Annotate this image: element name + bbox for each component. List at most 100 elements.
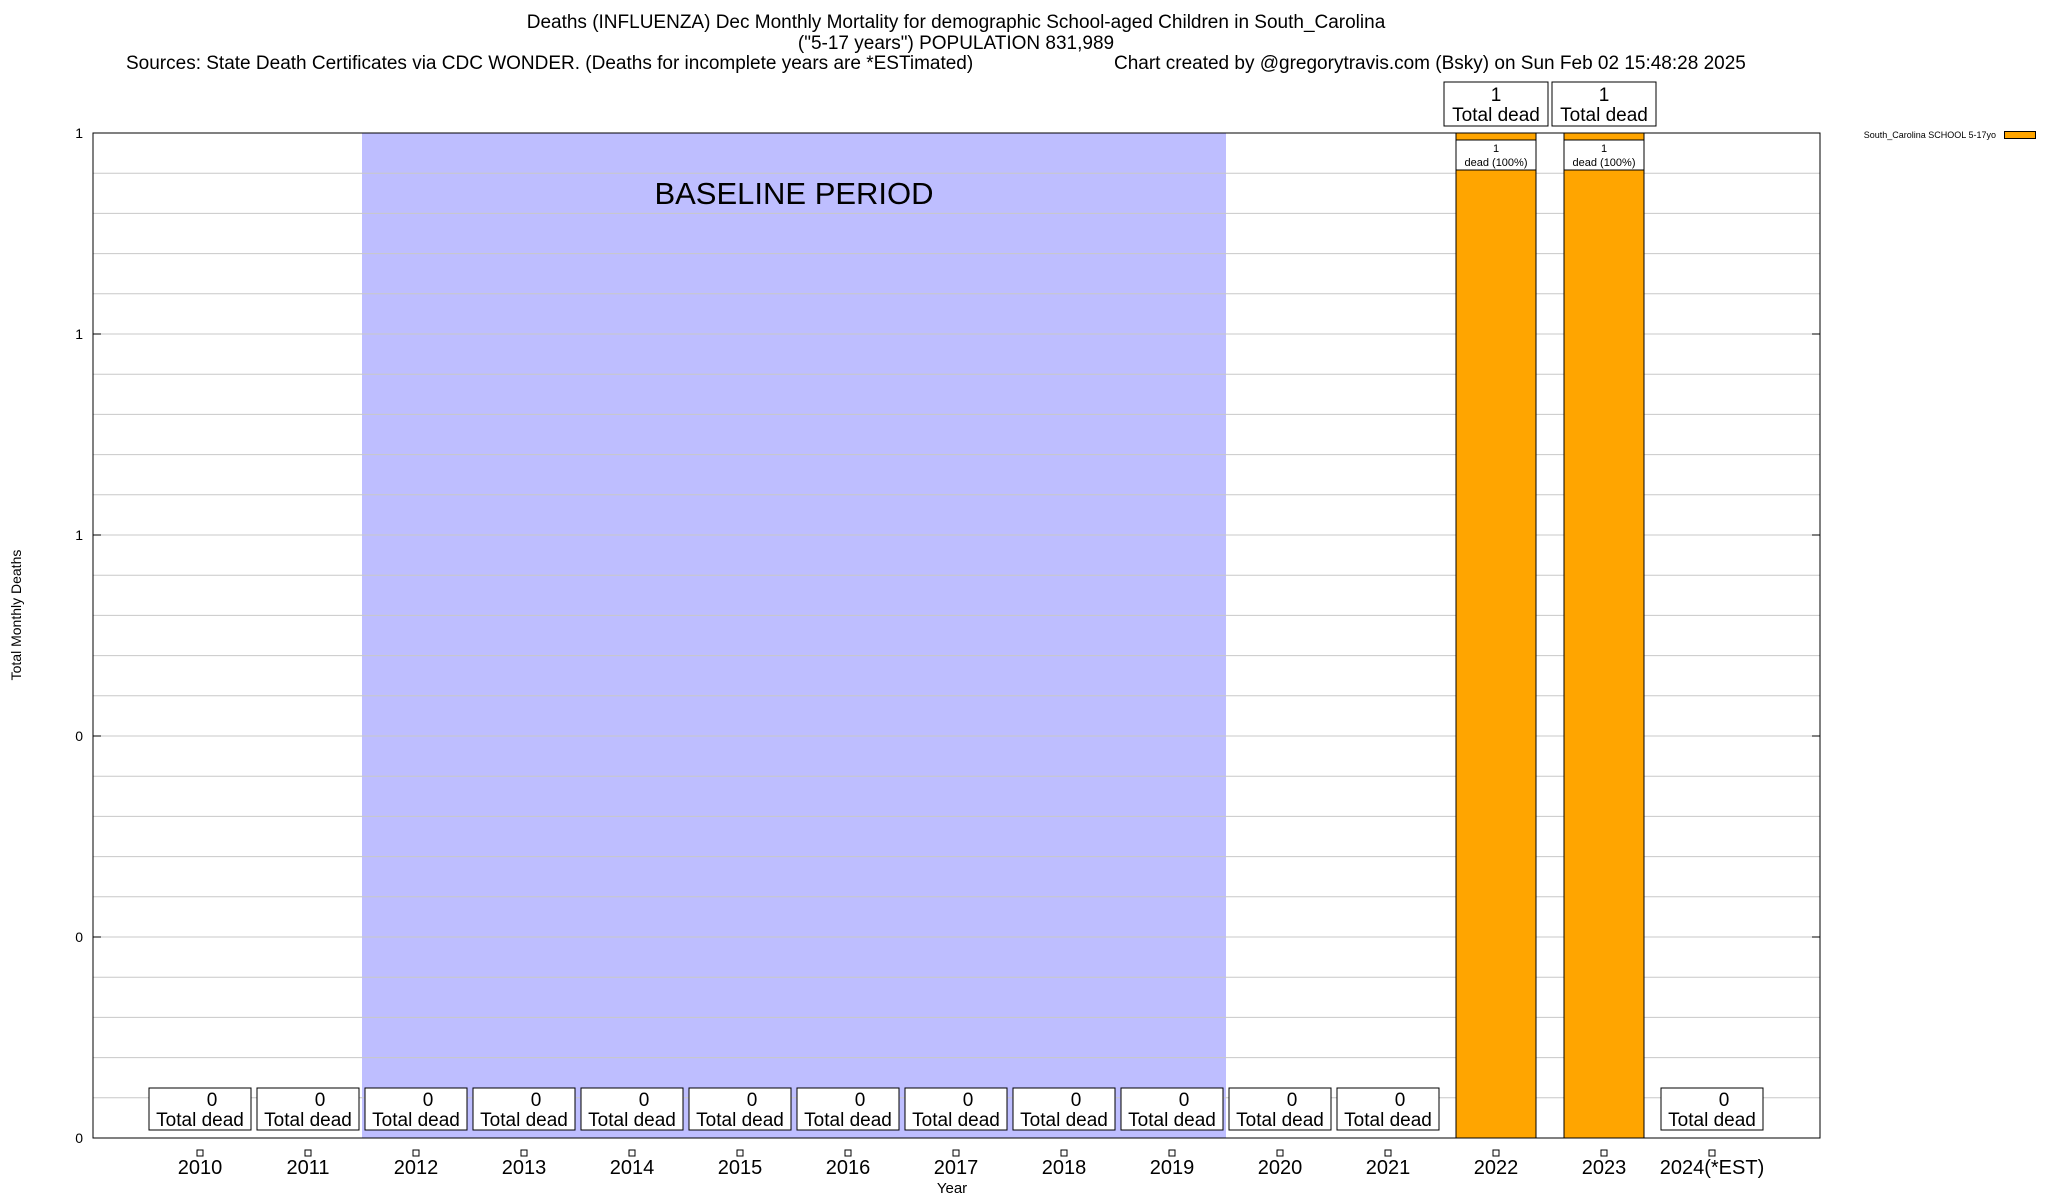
- total-label-text: Total dead: [372, 1110, 460, 1131]
- chart-sources: Sources: State Death Certificates via CD…: [126, 53, 974, 74]
- total-label-box: [904, 1087, 1008, 1131]
- x-tick-marker: [1384, 1149, 1392, 1157]
- total-label-value: 0: [747, 1090, 758, 1111]
- inner-label-box: [1563, 139, 1645, 171]
- total-label-box: [1120, 1087, 1224, 1131]
- total-label-box: [364, 1087, 468, 1131]
- y-tick-label: 1: [75, 527, 83, 543]
- total-label-text: Total dead: [1020, 1110, 1108, 1131]
- chart-title: Deaths (INFLUENZA) Dec Monthly Mortality…: [526, 12, 1386, 33]
- legend-swatch: [2004, 131, 2036, 139]
- total-label-text: Total dead: [804, 1110, 892, 1131]
- x-tick-label: 2019: [1150, 1157, 1195, 1179]
- x-tick-label: 2018: [1042, 1157, 1087, 1179]
- total-label-box: [1012, 1087, 1116, 1131]
- total-label-value: 0: [1287, 1090, 1298, 1111]
- total-label-value: 0: [1719, 1090, 1730, 1111]
- total-label-value: 1: [1491, 85, 1502, 106]
- x-tick-marker: [628, 1149, 636, 1157]
- total-label-box: [1660, 1087, 1764, 1131]
- x-tick-label: 2013: [502, 1157, 547, 1179]
- total-label-value: 0: [423, 1090, 434, 1111]
- baseline-label: BASELINE PERIOD: [654, 176, 933, 211]
- chart-credit: Chart created by @gregorytravis.com (Bsk…: [1114, 53, 1746, 74]
- total-label-value: 0: [1071, 1090, 1082, 1111]
- y-tick-label: 0: [75, 929, 83, 945]
- legend: South_Carolina SCHOOL 5-17yo: [1864, 130, 2036, 140]
- total-label-text: Total dead: [588, 1110, 676, 1131]
- total-label-text: Total dead: [1668, 1110, 1756, 1131]
- total-label-value: 0: [1395, 1090, 1406, 1111]
- inner-label-value: 1: [1493, 143, 1499, 155]
- x-tick-label: 2021: [1366, 1157, 1411, 1179]
- x-tick-label: 2016: [826, 1157, 871, 1179]
- x-tick-marker: [1276, 1149, 1284, 1157]
- total-label-box: [1443, 81, 1549, 127]
- x-tick-label: 2017: [934, 1157, 979, 1179]
- y-tick-label: 1: [75, 326, 83, 342]
- total-label-value: 0: [963, 1090, 974, 1111]
- x-tick-marker: [952, 1149, 960, 1157]
- x-axis-label: Year: [936, 1180, 968, 1197]
- x-tick-marker: [1060, 1149, 1068, 1157]
- y-tick-label: 1: [75, 125, 83, 141]
- inner-label-text: dead (100%): [1465, 157, 1528, 169]
- total-label-text: Total dead: [156, 1110, 244, 1131]
- total-label-value: 0: [531, 1090, 542, 1111]
- total-label-value: 0: [1179, 1090, 1190, 1111]
- x-tick-marker: [520, 1149, 528, 1157]
- x-tick-marker: [304, 1149, 312, 1157]
- inner-label-text: dead (100%): [1573, 157, 1636, 169]
- total-label-text: Total dead: [480, 1110, 568, 1131]
- total-label-value: 1: [1599, 85, 1610, 106]
- bar: [1563, 132, 1645, 1139]
- inner-label-value: 1: [1601, 143, 1607, 155]
- total-label-box: [580, 1087, 684, 1131]
- x-tick-marker: [1708, 1149, 1716, 1157]
- x-tick-marker: [1168, 1149, 1176, 1157]
- x-tick-marker: [844, 1149, 852, 1157]
- x-tick-marker: [1600, 1149, 1608, 1157]
- total-label-text: Total dead: [696, 1110, 784, 1131]
- total-label-box: [688, 1087, 792, 1131]
- legend-label: South_Carolina SCHOOL 5-17yo: [1863, 130, 1996, 140]
- total-label-text: Total dead: [1128, 1110, 1216, 1131]
- total-label-text: Total dead: [1560, 105, 1648, 126]
- x-tick-label: 2014: [610, 1157, 655, 1179]
- x-tick-label: 2023: [1582, 1157, 1627, 1179]
- total-label-value: 0: [639, 1090, 650, 1111]
- total-label-text: Total dead: [1452, 105, 1540, 126]
- total-label-box: [472, 1087, 576, 1131]
- total-label-box: [1228, 1087, 1332, 1131]
- y-tick-label: 0: [75, 1130, 83, 1146]
- x-tick-marker: [736, 1149, 744, 1157]
- x-tick-label: 2010: [178, 1157, 223, 1179]
- total-label-box: [256, 1087, 360, 1131]
- x-tick-label: 2022: [1474, 1157, 1519, 1179]
- total-label-box: [148, 1087, 252, 1131]
- x-tick-marker: [196, 1149, 204, 1157]
- total-label-text: Total dead: [1344, 1110, 1432, 1131]
- bar: [1455, 132, 1537, 1139]
- x-tick-label: 2024(*EST): [1660, 1157, 1765, 1179]
- total-label-box: [1336, 1087, 1440, 1131]
- total-label-text: Total dead: [264, 1110, 352, 1131]
- total-label-text: Total dead: [1236, 1110, 1324, 1131]
- y-axis-label: Total Monthly Deaths: [8, 549, 24, 681]
- x-tick-marker: [1492, 1149, 1500, 1157]
- total-label-value: 0: [855, 1090, 866, 1111]
- x-tick-marker: [412, 1149, 420, 1157]
- x-tick-label: 2012: [394, 1157, 439, 1179]
- total-label-box: [796, 1087, 900, 1131]
- x-tick-label: 2011: [286, 1157, 329, 1179]
- x-tick-label: 2015: [718, 1157, 763, 1179]
- total-label-value: 0: [207, 1090, 218, 1111]
- y-tick-label: 0: [75, 728, 83, 744]
- x-tick-label: 2020: [1258, 1157, 1303, 1179]
- baseline-band: [362, 133, 1226, 1138]
- chart-subtitle: ("5-17 years") POPULATION 831,989: [797, 33, 1115, 54]
- inner-label-box: [1455, 139, 1537, 171]
- total-label-text: Total dead: [912, 1110, 1000, 1131]
- plot-frame: [92, 132, 1821, 1139]
